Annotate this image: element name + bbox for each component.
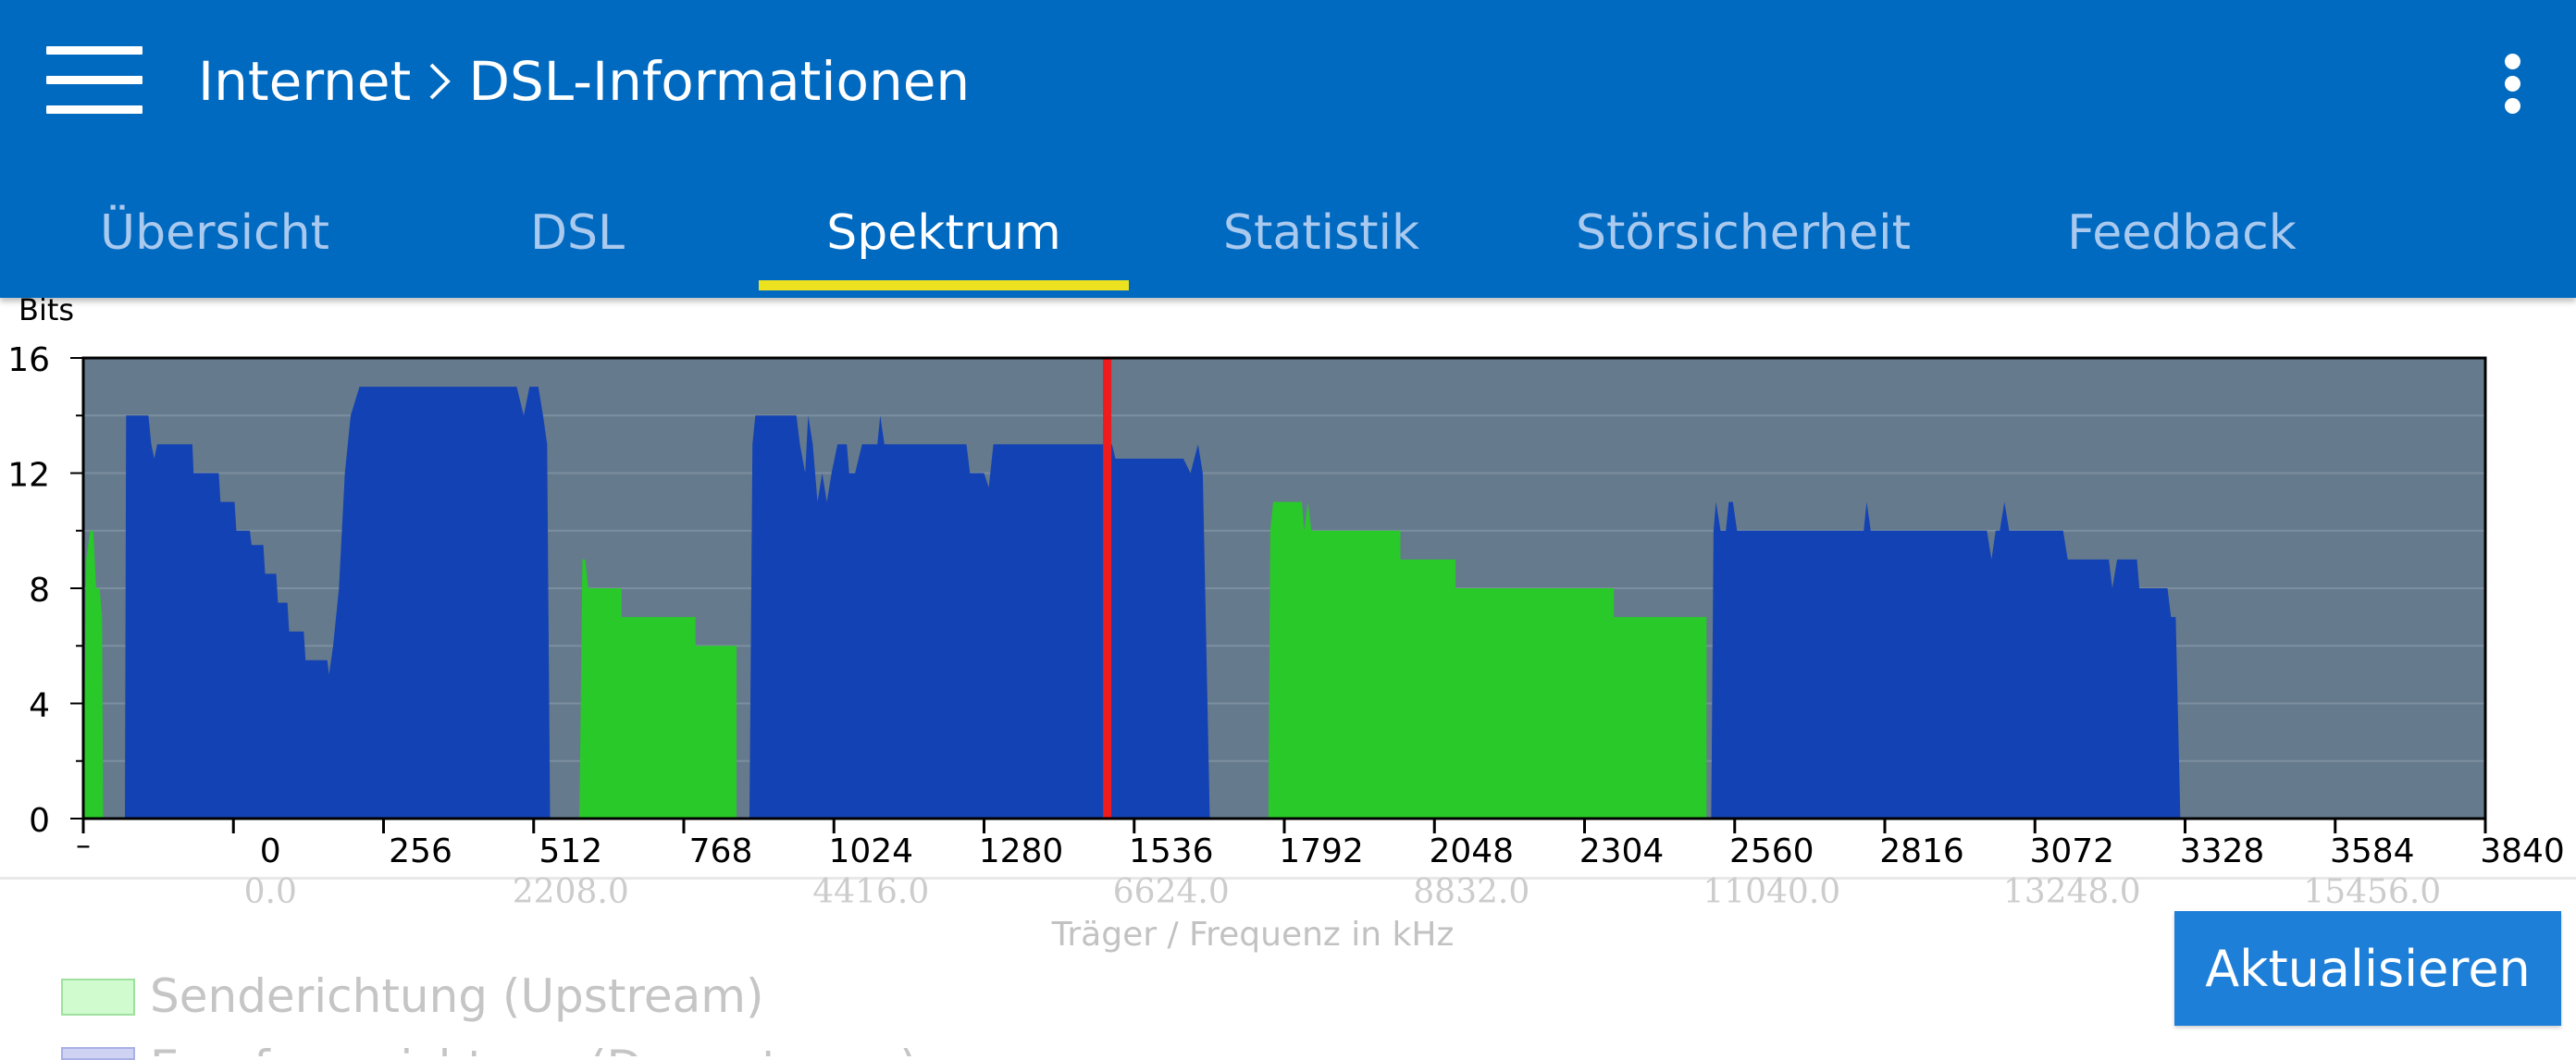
spectrum-chart: 0 4 8 12 16 Bits 0 256 512 768 1024 1280 1536 1792 204…: [0, 298, 2576, 871]
tab-spektrum[interactable]: Spektrum: [826, 205, 1061, 261]
more-vert-icon[interactable]: [2491, 48, 2535, 118]
legend-swatch-downstream: [61, 1047, 135, 1060]
x-tick-label: 0: [260, 832, 281, 870]
tab-statistik[interactable]: Statistik: [1222, 205, 1420, 261]
x-tick-label: 2816: [1879, 832, 1964, 870]
x-tick-label: 2560: [1729, 832, 1814, 870]
y-tick-label: 0: [29, 802, 50, 840]
x-tick-label: 2304: [1579, 832, 1665, 870]
upstream-area: [579, 559, 737, 819]
refresh-button[interactable]: Aktualisieren: [2174, 911, 2561, 1026]
x-tick-label: 3328: [2180, 832, 2265, 870]
x-tick-label: 1792: [1279, 832, 1364, 870]
breadcrumb-parent[interactable]: Internet: [198, 50, 412, 113]
x-tick-label: 3072: [2029, 832, 2114, 870]
y-tick-label: 12: [7, 457, 50, 495]
y-tick-label: 4: [29, 687, 50, 725]
spectrum-chart-svg: 0 4 8 12 16 Bits 0 256 512 768 1024 1280 1536 1792 204…: [7, 298, 2565, 870]
y-tick-label: 16: [7, 341, 50, 379]
legend-label-upstream: Senderichtung (Upstream): [150, 969, 764, 1023]
breadcrumb: Internet DSL-Informationen: [198, 44, 970, 118]
upstream-area: [83, 530, 104, 819]
x-secondary-tick-label: 8832.0: [1413, 873, 1530, 911]
x-tick-label: 768: [689, 832, 753, 870]
x-tick-label: 3584: [2330, 832, 2415, 870]
x-tick-label: 256: [389, 832, 452, 870]
downstream-area: [1711, 501, 2181, 819]
y-axis-label: Bits: [19, 298, 74, 327]
legend-label-downstream: Empfangsrichtung (Downstream): [150, 1041, 918, 1056]
tab-dsl[interactable]: DSL: [529, 205, 625, 261]
page-title: DSL-Informationen: [468, 50, 971, 113]
x-secondary-tick-label: 0.0: [243, 873, 297, 911]
app-bar: Internet DSL-Informationen Übersicht DSL…: [0, 0, 2576, 298]
legend-swatch-upstream: [61, 979, 135, 1016]
downstream-area: [125, 387, 551, 819]
chevron-right-icon: [429, 63, 452, 100]
x-tick-label: 3840: [2480, 832, 2565, 870]
divider: [0, 877, 2576, 880]
downstream-area: [749, 415, 1210, 819]
x-tick-label: 512: [539, 832, 602, 870]
active-tab-indicator: [759, 280, 1129, 290]
tab-stoersicherheit[interactable]: Störsicherheit: [1576, 205, 1911, 261]
y-tick-label: 8: [29, 572, 50, 610]
x-secondary-tick-label: 13248.0: [2002, 873, 2141, 911]
x-secondary-tick-label: 11040.0: [1703, 873, 1841, 911]
x-secondary-tick-label: 6624.0: [1112, 873, 1230, 911]
x-secondary-tick-label: 2208.0: [512, 873, 629, 911]
x-tick-label: 2048: [1429, 832, 1514, 870]
x-tick-label: 1536: [1129, 832, 1214, 870]
tab-feedback[interactable]: Feedback: [2067, 205, 2297, 261]
x-tick-label: 1024: [828, 832, 913, 870]
x-tick-label: 1280: [979, 832, 1064, 870]
hamburger-menu-icon[interactable]: [44, 43, 146, 120]
x-secondary-tick-label: 4416.0: [812, 873, 930, 911]
tab-uebersicht[interactable]: Übersicht: [100, 205, 329, 261]
upstream-area: [1268, 501, 1707, 819]
x-axis-label: Träger / Frequenz in kHz: [1051, 916, 1455, 954]
x-secondary-tick-label: 15456.0: [2303, 873, 2442, 911]
x-axis-dash: –: [76, 827, 91, 862]
